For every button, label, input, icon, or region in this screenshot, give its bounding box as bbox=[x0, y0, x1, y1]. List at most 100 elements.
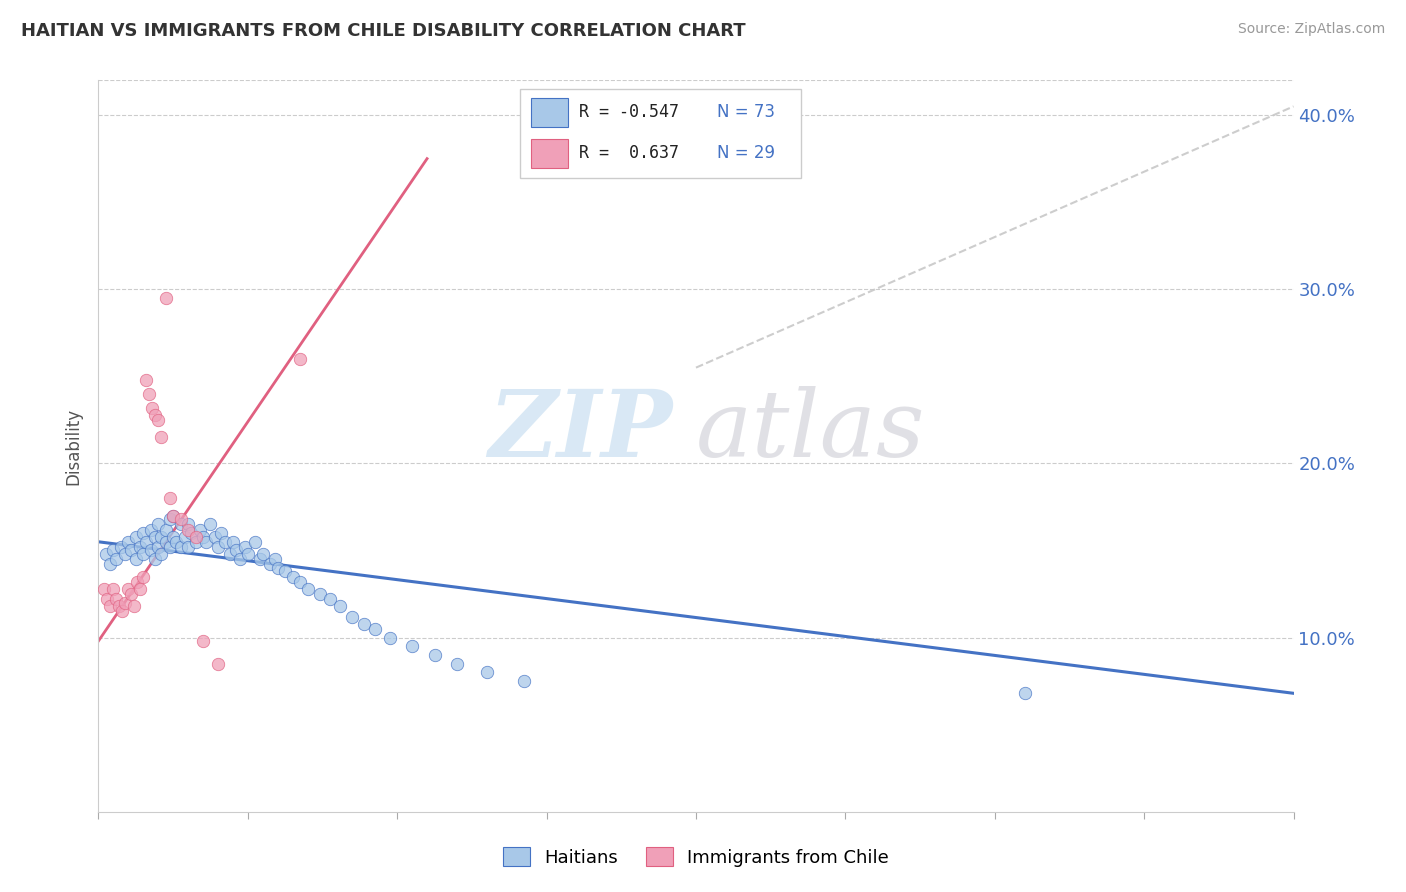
Text: N = 73: N = 73 bbox=[717, 103, 775, 121]
Point bbox=[204, 530, 226, 544]
Point bbox=[184, 534, 207, 549]
Point bbox=[177, 523, 200, 537]
Point bbox=[162, 508, 184, 523]
Point bbox=[209, 526, 232, 541]
Point bbox=[180, 526, 202, 541]
Point bbox=[159, 512, 181, 526]
Point bbox=[155, 291, 177, 305]
Point bbox=[169, 517, 191, 532]
Point bbox=[103, 543, 125, 558]
Point bbox=[288, 574, 311, 589]
Point bbox=[148, 517, 170, 532]
Point bbox=[191, 530, 214, 544]
Legend: Haitians, Immigrants from Chile: Haitians, Immigrants from Chile bbox=[494, 838, 898, 876]
Point bbox=[222, 534, 245, 549]
Text: R = -0.547: R = -0.547 bbox=[579, 103, 679, 121]
Point bbox=[139, 523, 162, 537]
Point bbox=[93, 582, 115, 596]
Point bbox=[132, 547, 155, 561]
Point bbox=[200, 517, 222, 532]
Point bbox=[114, 596, 136, 610]
Point bbox=[103, 582, 125, 596]
Point bbox=[342, 609, 364, 624]
FancyBboxPatch shape bbox=[531, 139, 568, 168]
Point bbox=[259, 558, 281, 572]
Point bbox=[150, 547, 173, 561]
Point bbox=[308, 587, 330, 601]
Text: atlas: atlas bbox=[696, 386, 925, 476]
Point bbox=[150, 430, 173, 444]
Point bbox=[364, 622, 387, 636]
Point bbox=[195, 534, 218, 549]
Point bbox=[96, 592, 118, 607]
Point bbox=[219, 547, 242, 561]
Text: R =  0.637: R = 0.637 bbox=[579, 145, 679, 162]
Point bbox=[127, 574, 149, 589]
Point bbox=[148, 413, 170, 427]
Point bbox=[233, 540, 256, 554]
Point bbox=[245, 534, 267, 549]
Point bbox=[138, 386, 160, 401]
Point bbox=[281, 569, 304, 583]
Point bbox=[108, 599, 131, 614]
Point bbox=[162, 530, 184, 544]
Point bbox=[267, 561, 290, 575]
Point bbox=[401, 640, 423, 654]
Point bbox=[141, 401, 163, 415]
Point bbox=[105, 592, 128, 607]
Point bbox=[169, 512, 191, 526]
Point bbox=[125, 530, 148, 544]
Point bbox=[297, 582, 319, 596]
Point bbox=[169, 540, 191, 554]
Point bbox=[378, 631, 401, 645]
Point bbox=[124, 599, 146, 614]
Point bbox=[120, 587, 142, 601]
Point bbox=[1014, 686, 1036, 700]
Point bbox=[162, 508, 184, 523]
Point bbox=[117, 534, 139, 549]
Point bbox=[236, 547, 259, 561]
Point bbox=[143, 552, 166, 566]
Point bbox=[353, 616, 375, 631]
Point bbox=[174, 530, 197, 544]
Point bbox=[159, 540, 181, 554]
Point bbox=[214, 534, 236, 549]
Point bbox=[513, 674, 536, 689]
Point bbox=[249, 552, 271, 566]
Point bbox=[135, 534, 157, 549]
Y-axis label: Disability: Disability bbox=[65, 408, 83, 484]
Point bbox=[120, 543, 142, 558]
Point bbox=[117, 582, 139, 596]
Point bbox=[110, 540, 132, 554]
Point bbox=[446, 657, 468, 671]
Point bbox=[125, 552, 148, 566]
Point bbox=[148, 540, 170, 554]
Point bbox=[114, 547, 136, 561]
Point bbox=[129, 540, 152, 554]
Point bbox=[143, 408, 166, 422]
Point bbox=[177, 517, 200, 532]
FancyBboxPatch shape bbox=[531, 98, 568, 127]
Point bbox=[159, 491, 181, 506]
Point bbox=[288, 351, 311, 366]
Point bbox=[263, 552, 285, 566]
Point bbox=[150, 530, 173, 544]
Point bbox=[329, 599, 352, 614]
Text: HAITIAN VS IMMIGRANTS FROM CHILE DISABILITY CORRELATION CHART: HAITIAN VS IMMIGRANTS FROM CHILE DISABIL… bbox=[21, 22, 745, 40]
Text: ZIP: ZIP bbox=[488, 386, 672, 476]
Point bbox=[188, 523, 211, 537]
Point bbox=[105, 552, 128, 566]
Point bbox=[98, 599, 122, 614]
Point bbox=[252, 547, 274, 561]
Point bbox=[184, 530, 207, 544]
Point bbox=[229, 552, 252, 566]
Point bbox=[177, 540, 200, 554]
Point bbox=[274, 565, 297, 579]
Point bbox=[475, 665, 498, 680]
Text: Source: ZipAtlas.com: Source: ZipAtlas.com bbox=[1237, 22, 1385, 37]
Point bbox=[132, 526, 155, 541]
Point bbox=[129, 582, 152, 596]
Point bbox=[423, 648, 446, 662]
Point bbox=[207, 540, 229, 554]
Point bbox=[207, 657, 229, 671]
